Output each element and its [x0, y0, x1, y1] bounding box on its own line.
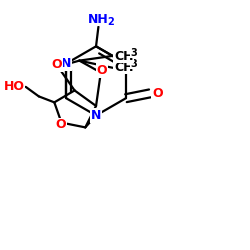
Text: 3: 3	[130, 48, 137, 58]
Text: NH: NH	[88, 12, 109, 26]
Text: N: N	[121, 57, 131, 70]
Text: CH: CH	[114, 50, 134, 63]
Text: 2: 2	[107, 18, 114, 28]
Text: N: N	[91, 109, 101, 122]
Text: CH: CH	[114, 61, 134, 74]
Text: O: O	[52, 58, 62, 71]
Text: 3: 3	[130, 59, 137, 69]
Text: O: O	[152, 87, 163, 100]
Text: HO: HO	[4, 80, 24, 93]
Text: N: N	[61, 57, 71, 70]
Text: O: O	[55, 118, 66, 132]
Text: O: O	[97, 64, 107, 77]
